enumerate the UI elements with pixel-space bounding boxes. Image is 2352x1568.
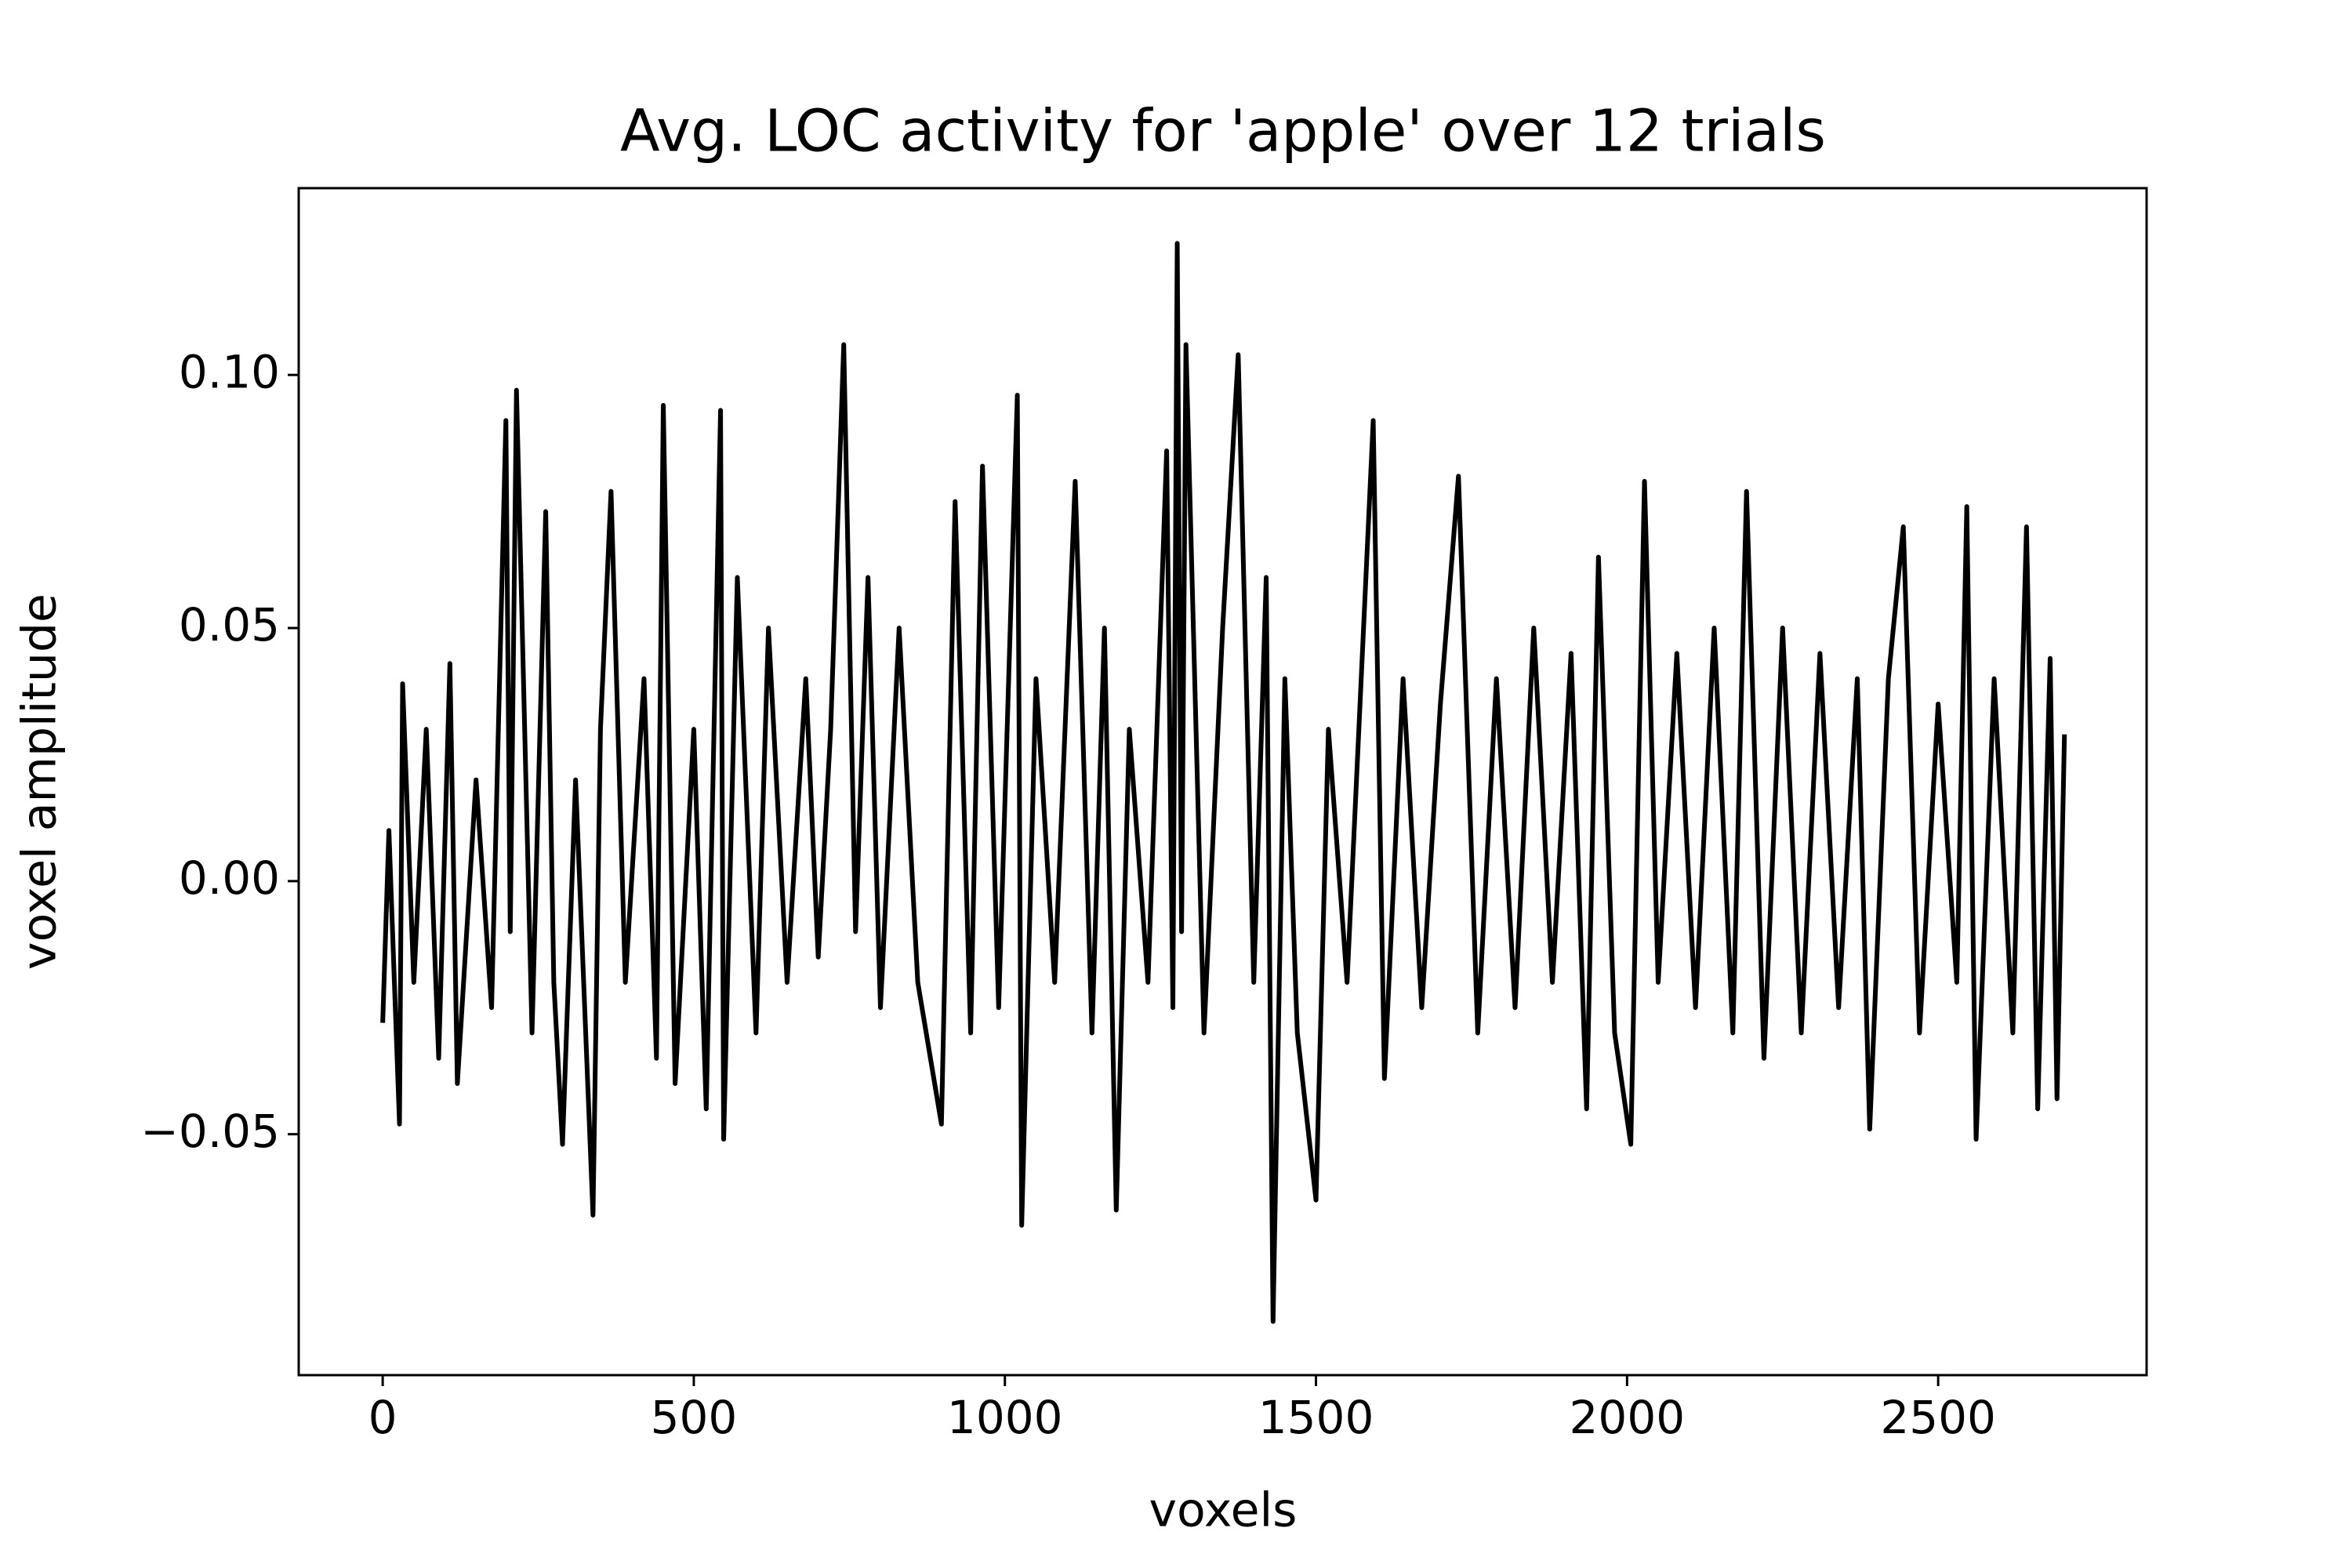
plot-frame [297, 187, 2148, 1377]
x-axis-label: voxels [1149, 1483, 1298, 1538]
y-tick-label: 0.05 [179, 598, 280, 652]
x-tick-label: 2000 [1570, 1391, 1686, 1444]
y-axis-label: voxel amplitude [13, 593, 67, 970]
x-tick-label: 0 [368, 1391, 397, 1444]
x-tick-label: 1000 [947, 1391, 1063, 1444]
x-tick-label: 2500 [1880, 1391, 1996, 1444]
data-line [380, 241, 2067, 1324]
x-tick-label: 1500 [1258, 1391, 1374, 1444]
y-tick-label: 0.00 [179, 851, 280, 905]
chart-title: Avg. LOC activity for 'apple' over 12 tr… [620, 98, 1826, 165]
y-tick-label: 0.10 [179, 345, 280, 398]
x-tick-label: 500 [651, 1391, 738, 1444]
y-tick-label: −0.05 [140, 1105, 280, 1158]
